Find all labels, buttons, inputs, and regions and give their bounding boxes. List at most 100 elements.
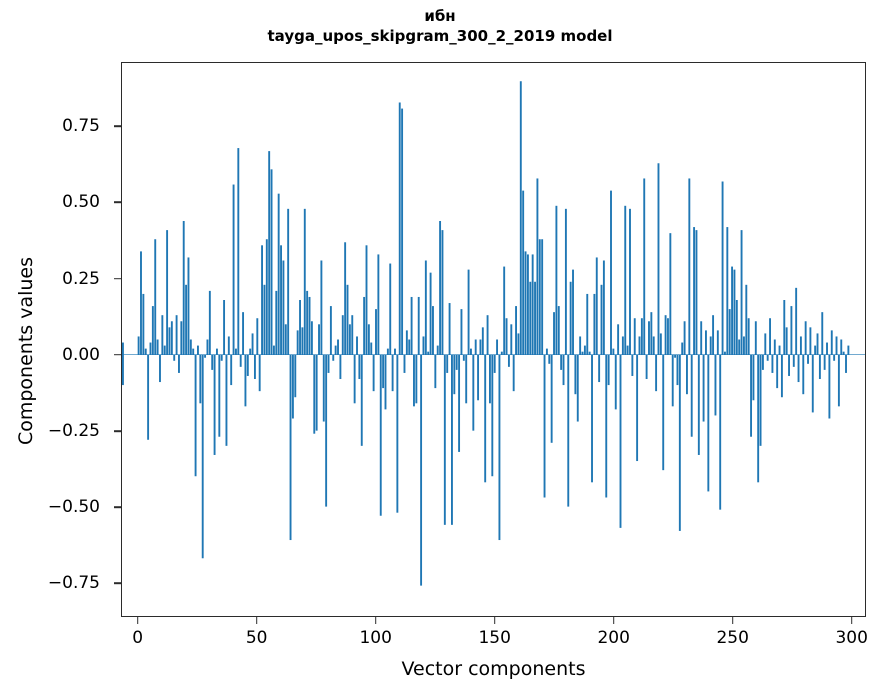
bar <box>738 339 741 355</box>
bar <box>773 339 776 355</box>
bar <box>180 321 183 355</box>
bar <box>216 348 218 355</box>
bar <box>491 354 494 477</box>
bar <box>441 230 444 355</box>
bar <box>332 354 335 361</box>
bar <box>845 354 847 373</box>
bar <box>163 345 166 355</box>
bar <box>619 354 622 528</box>
bar <box>545 348 548 355</box>
y-tick-label: 0.25 <box>62 268 100 289</box>
bar <box>719 354 722 510</box>
bar <box>151 306 154 355</box>
bar <box>282 260 285 355</box>
bar <box>612 348 615 355</box>
bar <box>705 330 707 355</box>
bar <box>804 321 807 355</box>
y-tick-label: 0.75 <box>62 116 100 137</box>
bar <box>363 296 366 355</box>
bar <box>453 354 456 395</box>
bar <box>712 315 715 355</box>
bar <box>417 296 420 355</box>
bar <box>408 339 411 355</box>
x-tick-label: 200 <box>597 628 630 648</box>
bar <box>434 354 437 389</box>
bar <box>745 284 748 355</box>
bar <box>638 336 641 355</box>
bar <box>742 336 745 355</box>
y-axis-label: Components values <box>15 256 37 446</box>
bar <box>299 300 301 355</box>
bar <box>470 348 472 355</box>
bar <box>204 354 207 358</box>
bar <box>187 257 190 355</box>
bar <box>761 354 764 370</box>
bar <box>270 169 273 355</box>
bar <box>389 263 392 355</box>
x-tick-label: 50 <box>245 628 268 648</box>
bar <box>512 354 515 392</box>
bar-series <box>122 81 865 586</box>
bar <box>835 336 838 355</box>
bar <box>275 290 278 355</box>
bar <box>213 354 216 455</box>
bar <box>814 345 817 355</box>
bar <box>310 321 313 355</box>
bar <box>607 354 610 386</box>
bar <box>648 321 650 355</box>
bar <box>339 354 342 380</box>
bar <box>605 354 608 498</box>
bar <box>237 148 240 355</box>
bar <box>507 354 510 367</box>
bar <box>754 321 757 355</box>
bar <box>253 354 256 380</box>
bar <box>714 354 717 416</box>
bar <box>272 345 275 355</box>
x-tick-mark <box>612 617 615 624</box>
bar <box>432 306 434 355</box>
bar <box>415 354 418 404</box>
bar <box>847 345 850 355</box>
bar <box>178 354 180 373</box>
bar <box>166 230 169 355</box>
y-tick-mark <box>114 430 121 432</box>
bar <box>413 354 415 407</box>
bar <box>678 354 681 531</box>
bar <box>394 348 396 355</box>
bar <box>263 284 266 355</box>
bar <box>289 354 292 541</box>
bar <box>396 354 399 513</box>
bar <box>811 354 814 413</box>
bar <box>780 354 783 398</box>
bar <box>534 281 536 355</box>
bar <box>686 354 688 395</box>
bar <box>757 354 760 483</box>
x-tick-mark <box>255 617 258 624</box>
bar <box>159 354 161 383</box>
bar <box>296 330 299 355</box>
bar <box>574 354 577 395</box>
bar <box>439 220 442 355</box>
y-tick-label: 0.50 <box>62 192 100 213</box>
bar <box>251 333 254 355</box>
bar <box>277 193 280 355</box>
bar <box>837 354 840 407</box>
bar <box>351 315 354 355</box>
bar <box>208 290 211 355</box>
bar <box>543 354 546 498</box>
bar <box>223 300 226 355</box>
bar <box>280 245 282 355</box>
bar <box>398 102 401 355</box>
bar <box>436 345 439 355</box>
bar <box>567 354 570 507</box>
chart-title-line-2: tayga_upos_skipgram_300_2_2019 model <box>267 27 613 45</box>
bar <box>144 348 147 355</box>
bar <box>785 327 788 355</box>
bar <box>303 208 306 355</box>
bar <box>137 336 140 355</box>
bar <box>410 296 413 355</box>
bar <box>370 342 373 355</box>
bar <box>821 312 824 355</box>
bar <box>375 309 377 355</box>
